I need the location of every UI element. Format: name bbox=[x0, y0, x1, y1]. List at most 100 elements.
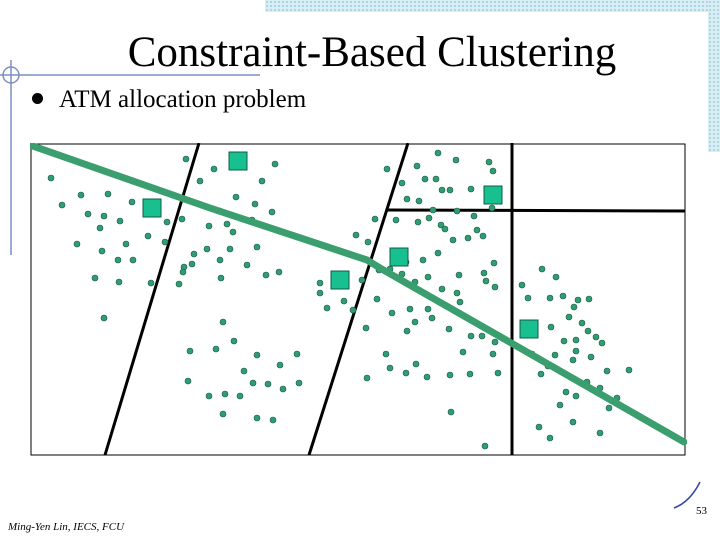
customer-point bbox=[466, 370, 474, 378]
customer-point bbox=[605, 404, 613, 412]
customer-point bbox=[175, 280, 183, 288]
customer-point bbox=[406, 305, 414, 313]
customer-point bbox=[403, 327, 411, 335]
customer-point bbox=[116, 217, 124, 225]
customer-point bbox=[546, 294, 554, 302]
customer-point bbox=[464, 234, 472, 242]
customer-point bbox=[388, 309, 396, 317]
customer-point bbox=[386, 364, 394, 372]
customer-point bbox=[587, 353, 595, 361]
customer-point bbox=[240, 367, 248, 375]
customer-point bbox=[429, 206, 437, 214]
customer-point bbox=[358, 276, 366, 284]
customer-point bbox=[446, 371, 454, 379]
customer-point bbox=[96, 224, 104, 232]
customer-point bbox=[100, 314, 108, 322]
customer-point bbox=[447, 408, 455, 416]
customer-point bbox=[249, 379, 257, 387]
customer-point bbox=[230, 337, 238, 345]
customer-point bbox=[229, 228, 237, 236]
customer-points bbox=[47, 149, 633, 450]
slide-title: Constraint-Based Clustering bbox=[127, 29, 617, 76]
customer-point bbox=[403, 195, 411, 203]
customer-point bbox=[467, 332, 475, 340]
customer-point bbox=[182, 155, 190, 163]
bullet-dot bbox=[32, 92, 43, 104]
customer-point bbox=[473, 226, 481, 234]
customer-point bbox=[196, 177, 204, 185]
atm-square bbox=[228, 151, 248, 171]
customer-point bbox=[434, 249, 442, 257]
customer-point bbox=[428, 314, 436, 322]
customer-point bbox=[459, 348, 467, 356]
customer-point bbox=[223, 220, 231, 228]
customer-point bbox=[402, 369, 410, 377]
customer-point bbox=[47, 174, 55, 182]
atm-locations bbox=[142, 151, 539, 339]
customer-point bbox=[251, 200, 259, 208]
customer-point bbox=[572, 336, 580, 344]
customer-point bbox=[437, 221, 445, 229]
customer-point bbox=[524, 294, 532, 302]
atm-square bbox=[519, 319, 539, 339]
customer-point bbox=[570, 303, 578, 311]
customer-point bbox=[419, 256, 427, 264]
customer-point bbox=[572, 392, 580, 400]
customer-point bbox=[432, 175, 440, 183]
customer-point bbox=[221, 390, 229, 398]
customer-point bbox=[210, 165, 218, 173]
customer-point bbox=[411, 318, 419, 326]
bullet-text: ATM allocation problem bbox=[59, 86, 307, 113]
customer-point bbox=[205, 392, 213, 400]
page-number: 53 bbox=[696, 505, 707, 517]
customer-point bbox=[481, 442, 489, 450]
atm-square bbox=[389, 247, 409, 267]
customer-point bbox=[271, 160, 279, 168]
customer-point bbox=[392, 216, 400, 224]
customer-point bbox=[276, 361, 284, 369]
customer-point bbox=[489, 167, 497, 175]
footer-author: Ming-Yen Lin, IECS, FCU bbox=[8, 521, 125, 533]
river-obstacle-line bbox=[30, 143, 687, 446]
customer-point bbox=[592, 333, 600, 341]
bullet-item: ATM allocation problem bbox=[32, 86, 306, 114]
customer-point bbox=[188, 260, 196, 268]
customer-point bbox=[340, 297, 348, 305]
customer-point bbox=[128, 198, 136, 206]
customer-point bbox=[236, 392, 244, 400]
customer-point bbox=[373, 295, 381, 303]
customer-point bbox=[144, 232, 152, 240]
customer-point bbox=[219, 318, 227, 326]
customer-point bbox=[253, 414, 261, 422]
customer-point bbox=[205, 222, 213, 230]
decorative-band-right bbox=[708, 0, 720, 152]
customer-point bbox=[184, 377, 192, 385]
customer-point bbox=[363, 374, 371, 382]
customer-point bbox=[596, 429, 604, 437]
customer-point bbox=[467, 185, 475, 193]
customer-point bbox=[479, 232, 487, 240]
customer-point bbox=[179, 268, 187, 276]
customer-point bbox=[178, 215, 186, 223]
customer-point bbox=[414, 218, 422, 226]
customer-point bbox=[569, 356, 577, 364]
customer-point bbox=[421, 175, 429, 183]
customer-point bbox=[453, 207, 461, 215]
customer-point bbox=[269, 416, 277, 424]
customer-point bbox=[415, 197, 423, 205]
customer-point bbox=[546, 434, 554, 442]
customer-point bbox=[578, 319, 586, 327]
customer-point bbox=[441, 225, 449, 233]
customer-point bbox=[163, 218, 171, 226]
customer-point bbox=[551, 351, 559, 359]
customer-point bbox=[494, 369, 502, 377]
customer-point bbox=[552, 273, 560, 281]
customer-point bbox=[455, 271, 463, 279]
customer-point bbox=[364, 238, 372, 246]
customer-point bbox=[212, 345, 220, 353]
customer-point bbox=[434, 149, 442, 157]
customer-point bbox=[480, 269, 488, 277]
customer-point bbox=[129, 256, 137, 264]
customer-point bbox=[264, 380, 272, 388]
customer-point bbox=[565, 313, 573, 321]
